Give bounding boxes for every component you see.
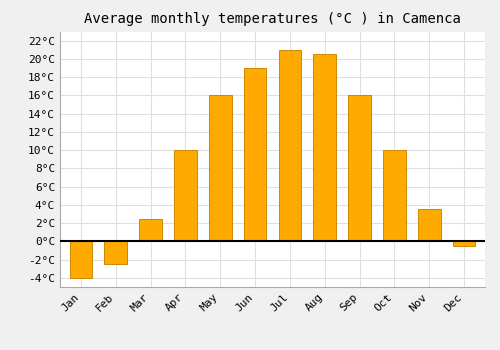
Bar: [383, 150, 406, 242]
Bar: [348, 95, 371, 242]
Bar: [174, 150, 197, 242]
Bar: [104, 241, 127, 264]
Bar: [140, 218, 162, 242]
Bar: [70, 241, 92, 278]
Bar: [278, 50, 301, 241]
Title: Average monthly temperatures (°C ) in Camenca: Average monthly temperatures (°C ) in Ca…: [84, 12, 461, 26]
Bar: [314, 54, 336, 241]
Bar: [244, 68, 266, 241]
Bar: [453, 241, 475, 246]
Bar: [418, 209, 440, 241]
Bar: [209, 95, 232, 242]
